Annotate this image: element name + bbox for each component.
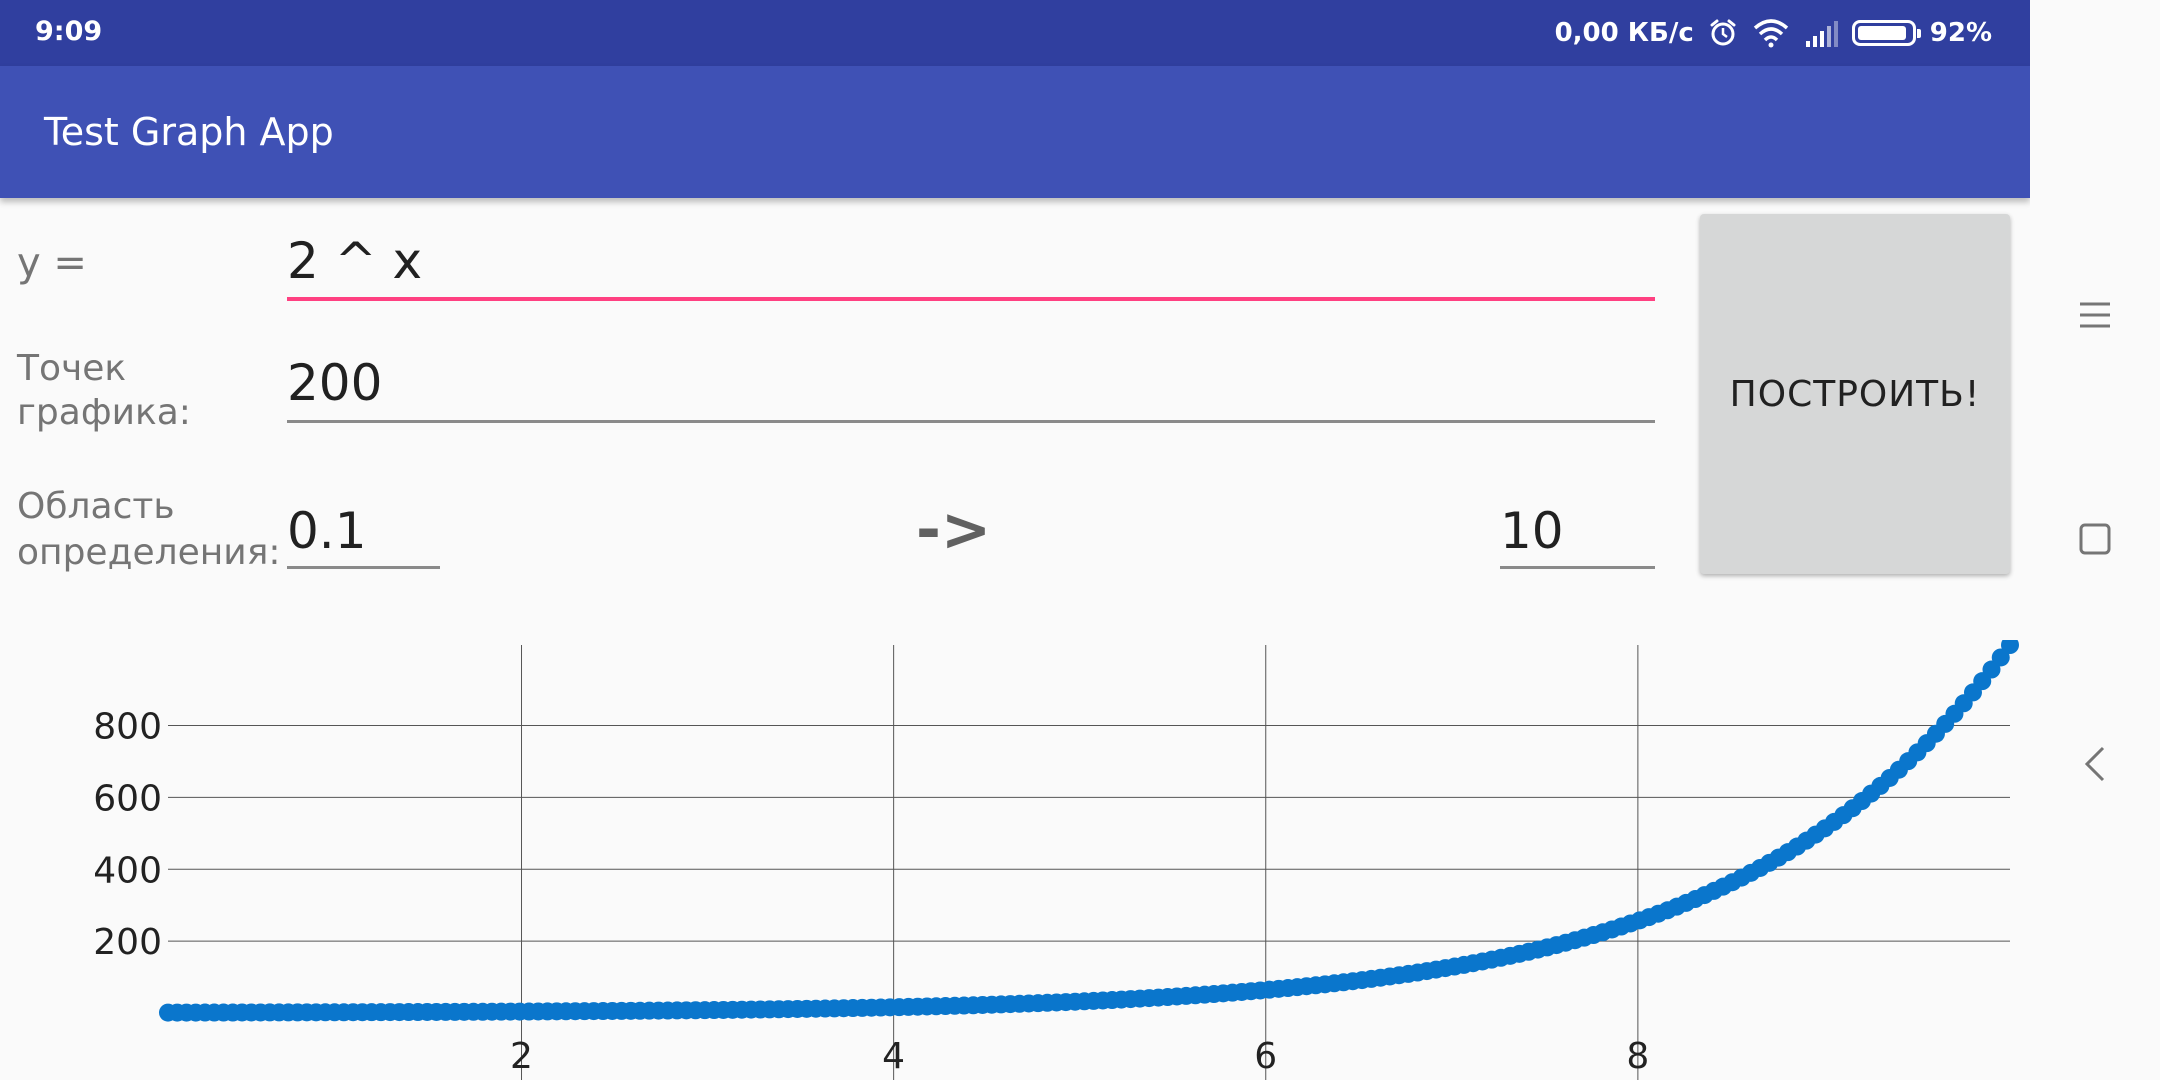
chart-ticks: 2 4 6 8 200 400 600 800 bbox=[93, 707, 1649, 1078]
points-input[interactable]: 200 bbox=[287, 354, 383, 412]
x-tick-label: 4 bbox=[882, 1036, 905, 1077]
status-icons: 0,00 КБ/с bbox=[1555, 14, 1992, 52]
app-bar: Test Graph App bbox=[0, 66, 2030, 198]
graph-chart: 2 4 6 8 200 400 600 800 bbox=[93, 640, 2019, 1080]
build-button[interactable]: ПОСТРОИТЬ! bbox=[1700, 214, 2010, 574]
wifi-icon bbox=[1752, 18, 1790, 48]
function-input-underline bbox=[287, 297, 1655, 301]
domain-label-line2: определения: bbox=[17, 532, 281, 573]
signal-icon bbox=[1804, 19, 1838, 47]
domain-from-input[interactable]: 0.1 bbox=[287, 502, 367, 560]
app-title: Test Graph App bbox=[44, 110, 334, 154]
domain-arrow: -> bbox=[916, 495, 992, 565]
chart-points bbox=[159, 640, 2019, 1022]
points-label-line2: графика: bbox=[17, 392, 191, 433]
points-label-line1: Точек bbox=[17, 348, 127, 389]
battery-percent: 92% bbox=[1929, 18, 1992, 48]
back-icon[interactable] bbox=[2083, 745, 2107, 787]
domain-to-underline bbox=[1500, 566, 1655, 569]
home-square-icon[interactable] bbox=[2078, 522, 2112, 560]
alarm-icon bbox=[1708, 18, 1738, 48]
y-tick-label: 800 bbox=[93, 707, 162, 748]
x-tick-label: 2 bbox=[510, 1036, 533, 1077]
domain-to-input[interactable]: 10 bbox=[1500, 502, 1564, 560]
function-label: y = bbox=[17, 240, 87, 286]
data-point bbox=[1991, 648, 2010, 667]
y-tick-label: 200 bbox=[93, 922, 162, 963]
data-point bbox=[2001, 640, 2019, 654]
status-bar: 9:09 0,00 КБ/с bbox=[0, 0, 2030, 66]
function-input[interactable]: 2 ^ x bbox=[287, 232, 423, 290]
x-tick-label: 8 bbox=[1626, 1036, 1649, 1077]
status-time: 9:09 bbox=[35, 16, 103, 47]
network-speed: 0,00 КБ/с bbox=[1554, 18, 1694, 48]
nav-bar bbox=[2030, 0, 2160, 1080]
y-tick-label: 400 bbox=[93, 850, 162, 891]
menu-icon[interactable] bbox=[2078, 298, 2112, 336]
y-tick-label: 600 bbox=[93, 778, 162, 819]
points-input-underline bbox=[287, 420, 1655, 423]
domain-from-underline bbox=[287, 566, 440, 569]
x-tick-label: 6 bbox=[1254, 1036, 1277, 1077]
domain-label-line1: Область bbox=[17, 486, 175, 527]
battery-icon bbox=[1851, 20, 1921, 46]
